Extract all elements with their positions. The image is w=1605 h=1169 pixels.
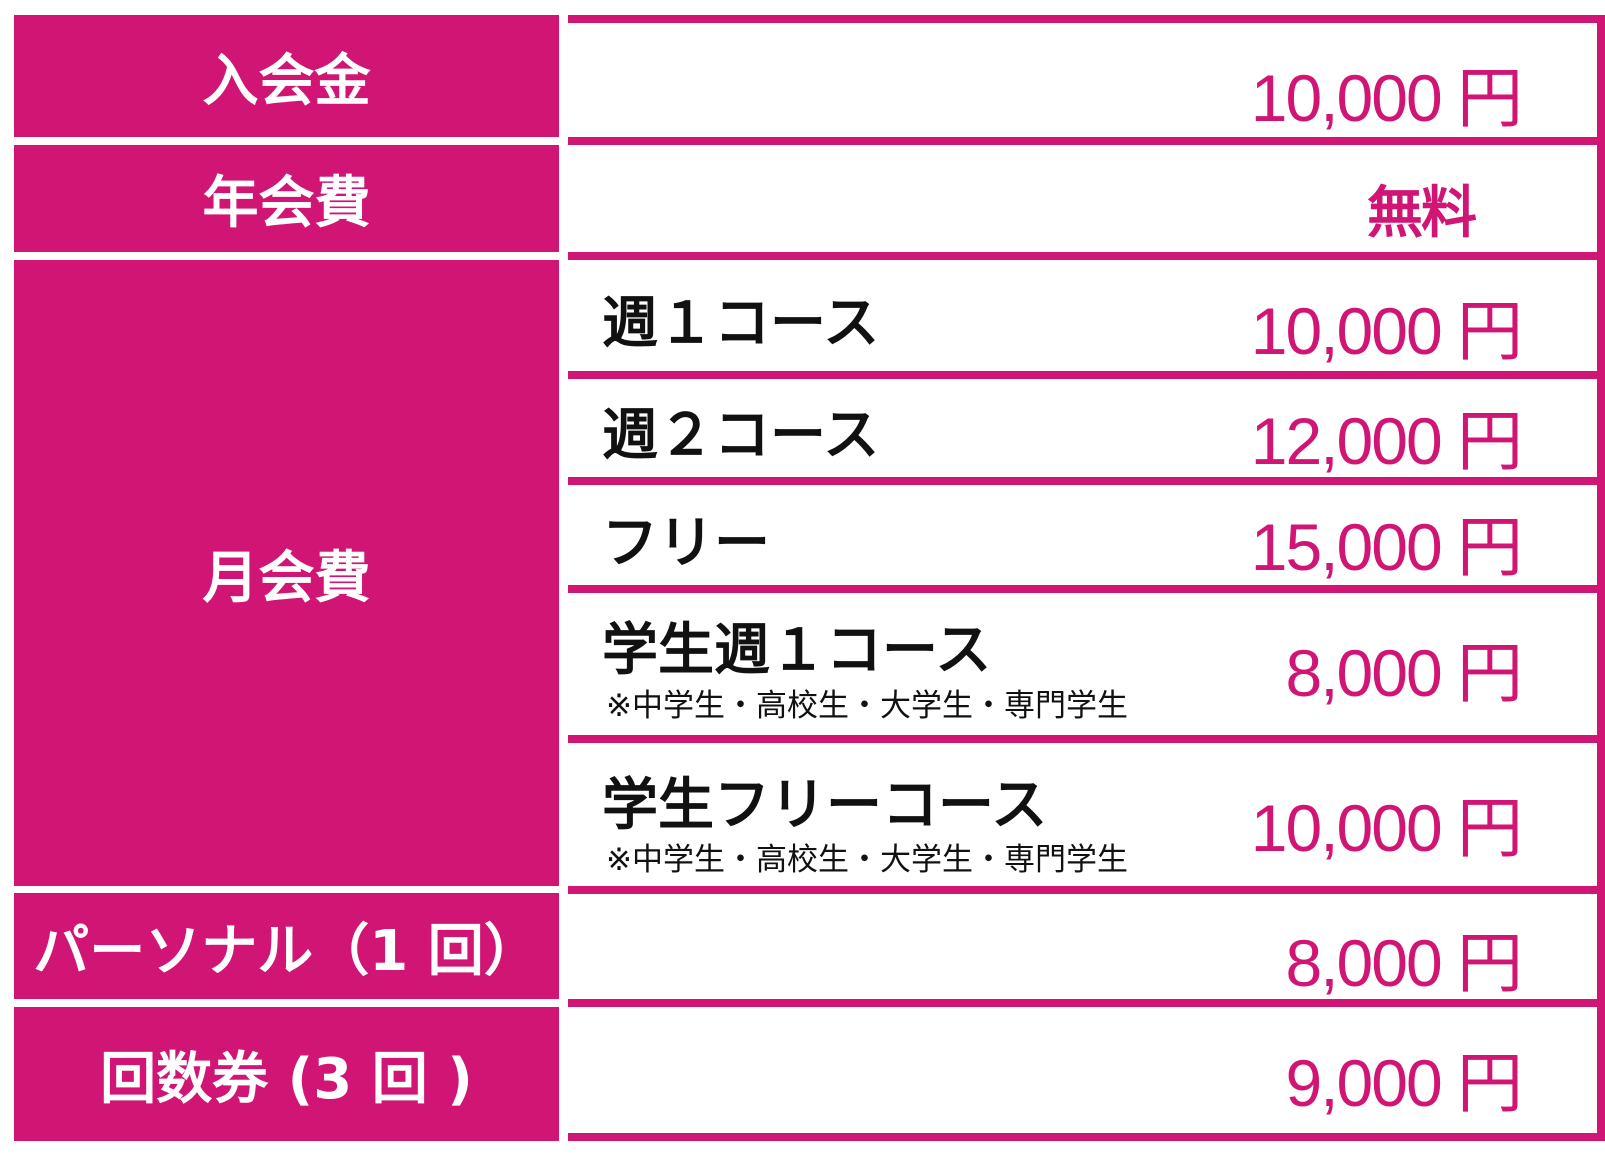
divider [568, 735, 1605, 743]
course-note: ※中学生・高校生・大学生・専門学生 [606, 688, 1128, 724]
divider [568, 886, 1605, 894]
divider [568, 1133, 1605, 1141]
course-name: フリー [602, 511, 770, 576]
label-ticket: 回数券 (3 回 ) [14, 1007, 559, 1141]
divider [568, 15, 1605, 23]
course-price: 8,000 円 [1285, 636, 1523, 710]
label-admission-fee: 入会金 [14, 15, 559, 137]
label-annual-fee: 年会費 [14, 145, 559, 252]
price-column [568, 15, 1605, 1141]
course-price: 12,000 円 [1250, 404, 1523, 478]
course-price: 10,000 円 [1250, 294, 1523, 368]
course-price: 15,000 円 [1250, 510, 1523, 584]
course-name: 学生フリーコース [602, 773, 1048, 838]
divider [568, 252, 1605, 260]
label-personal: パーソナル（1 回） [14, 893, 559, 999]
divider [568, 371, 1605, 379]
course-name: 週２コース [602, 403, 880, 468]
price-personal: 8,000 円 [1285, 926, 1523, 1000]
divider [568, 477, 1605, 485]
price-annual: 無料 [1367, 181, 1477, 244]
price-ticket: 9,000 円 [1285, 1046, 1523, 1120]
course-note: ※中学生・高校生・大学生・専門学生 [606, 842, 1128, 878]
divider [568, 585, 1605, 593]
course-price: 10,000 円 [1250, 791, 1523, 865]
course-name: 学生週１コース [602, 618, 992, 683]
course-name: 週１コース [602, 291, 880, 356]
label-monthly-fee: 月会費 [14, 260, 559, 886]
divider [568, 999, 1605, 1007]
price-admission: 10,000 円 [1250, 61, 1523, 135]
divider [568, 137, 1605, 145]
